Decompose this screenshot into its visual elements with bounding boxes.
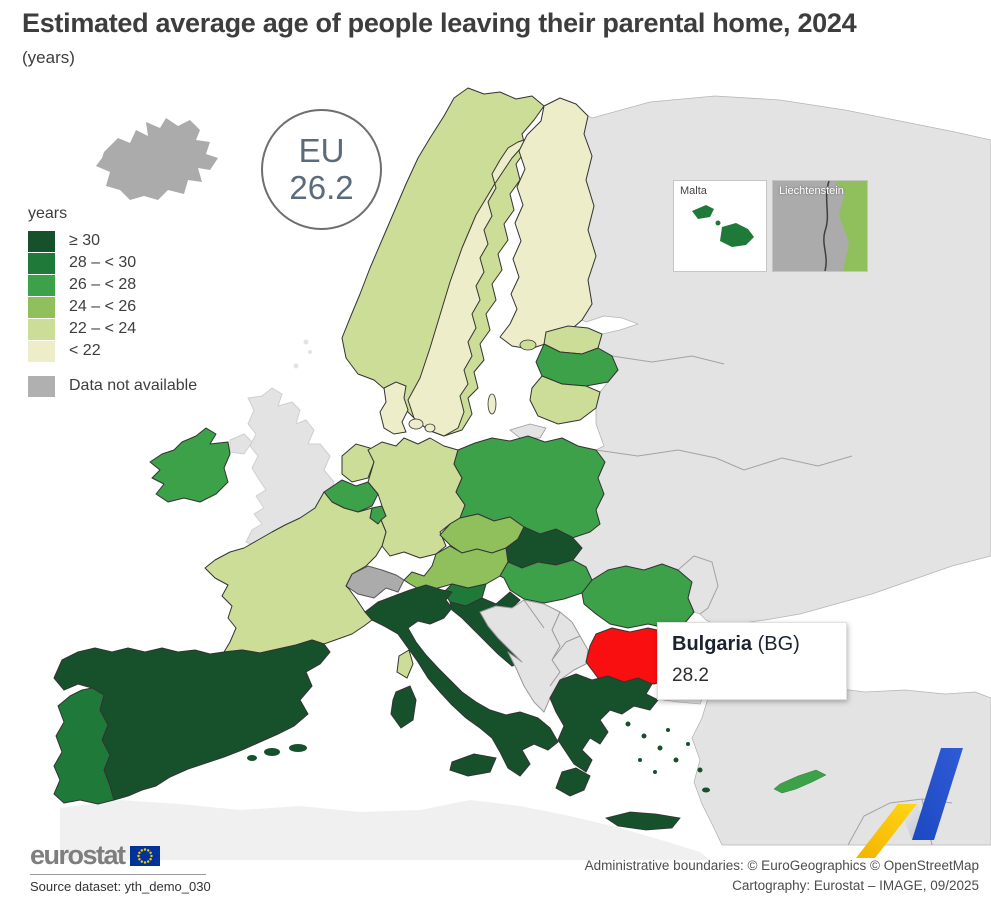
eu-badge-value: 26.2 [289, 168, 354, 206]
legend-label: 26 – < 28 [69, 276, 137, 293]
saaremaa [519, 339, 537, 351]
legend-label: 22 – < 24 [69, 320, 137, 337]
image-ribbon-logo [856, 748, 963, 858]
legend-item: < 22 [28, 340, 197, 362]
non-eu-borders [595, 355, 853, 615]
footer-left: eurostat Source dataset: yth_demo_030 [30, 840, 211, 894]
country-latvia[interactable] [535, 343, 619, 387]
aegean-islands [625, 721, 710, 793]
legend-swatch [28, 230, 55, 252]
sardinia [390, 685, 417, 729]
northern-ireland [229, 433, 253, 455]
legend-swatch [28, 340, 55, 362]
inset-li-border [823, 181, 830, 271]
eu-badge-label: EU [298, 131, 345, 169]
balearic-islands [247, 744, 307, 761]
country-poland[interactable] [453, 435, 606, 539]
country-netherlands[interactable] [341, 443, 375, 483]
header: Estimated average age of people leaving … [22, 8, 857, 68]
shetland [303, 339, 309, 345]
legend-item: 28 – < 30 [28, 252, 197, 274]
inset-malta: Malta [673, 180, 767, 272]
eu-flag-icon [129, 845, 160, 866]
legend-swatch [28, 375, 55, 397]
eurostat-logo: eurostat [30, 840, 126, 870]
inset-liechtenstein: Liechtenstein [772, 180, 868, 272]
footer-right: Administrative boundaries: © EuroGeograp… [585, 856, 979, 897]
legend: years ≥ 30 28 – < 30 26 – < 28 24 – < 26… [28, 205, 197, 397]
country-cyprus[interactable] [773, 769, 827, 794]
country-greece[interactable] [549, 673, 659, 773]
legend-label: < 22 [69, 342, 101, 359]
legend-label: ≥ 30 [69, 232, 101, 249]
crete [605, 811, 681, 831]
gotland [487, 393, 497, 415]
country-sweden[interactable] [407, 137, 531, 437]
legend-title: years [28, 205, 68, 222]
legend-label: Data not available [69, 377, 198, 394]
eu-average-badge: EU 26.2 [261, 109, 382, 230]
eurostat-logo-row: eurostat [30, 840, 206, 875]
zealand [408, 418, 424, 430]
source-dataset: Source dataset: yth_demo_030 [30, 879, 211, 894]
legend-item: 26 – < 28 [28, 274, 197, 296]
inset-malta-label: Malta [680, 185, 707, 197]
legend-swatch [28, 318, 55, 340]
boundaries-credit: Administrative boundaries: © EuroGeograp… [584, 857, 979, 873]
country-italy[interactable] [364, 584, 559, 777]
malta-island [720, 223, 754, 247]
country-germany[interactable] [367, 437, 466, 559]
footer: eurostat Source dataset: yth_demo_030 Ad… [0, 840, 991, 906]
country-portugal[interactable] [53, 687, 115, 805]
map-tooltip: Bulgaria (BG) 28.2 [657, 622, 847, 700]
orkney [293, 363, 299, 369]
country-lithuania[interactable] [529, 375, 601, 425]
page-subtitle: (years) [22, 48, 75, 67]
country-denmark[interactable] [379, 381, 409, 435]
legend-item: 24 – < 26 [28, 296, 197, 318]
western-balkans [479, 599, 589, 713]
country-iceland[interactable] [96, 118, 218, 200]
country-eastern-europe [571, 95, 991, 627]
legend-item: ≥ 30 [28, 230, 197, 252]
page-title: Estimated average age of people leaving … [22, 8, 857, 38]
legend-swatch [28, 252, 55, 274]
shetland [308, 350, 312, 354]
balkan-borders [523, 599, 581, 687]
legend-swatch [28, 296, 55, 318]
inset-at-area [835, 181, 867, 271]
tooltip-value: 28.2 [672, 665, 709, 686]
comino [715, 220, 721, 226]
legend-label: 28 – < 30 [69, 254, 137, 271]
country-romania[interactable] [581, 563, 695, 629]
tooltip-country-code: (BG) [757, 633, 800, 655]
inset-liechtenstein-label: Liechtenstein [779, 185, 844, 197]
country-ireland[interactable] [149, 427, 231, 503]
corsica [396, 649, 414, 679]
malta-inset-map [692, 205, 754, 247]
tooltip-header: Bulgaria (BG) [672, 633, 832, 656]
peloponnese [555, 767, 591, 797]
kaliningrad [509, 423, 547, 439]
liechtenstein-inset-map [773, 181, 867, 271]
gozo [692, 205, 714, 219]
legend-item-no-data: Data not available [28, 375, 197, 397]
cartography-credit: Cartography: Eurostat – IMAGE, 09/2025 [732, 877, 979, 893]
legend-item: 22 – < 24 [28, 318, 197, 340]
africa-coast [60, 800, 710, 860]
legend-swatch [28, 274, 55, 296]
funen [424, 423, 436, 433]
sicily [449, 753, 497, 777]
tooltip-country-name: Bulgaria [672, 633, 753, 655]
legend-label: 24 – < 26 [69, 298, 137, 315]
country-switzerland[interactable] [345, 565, 405, 599]
